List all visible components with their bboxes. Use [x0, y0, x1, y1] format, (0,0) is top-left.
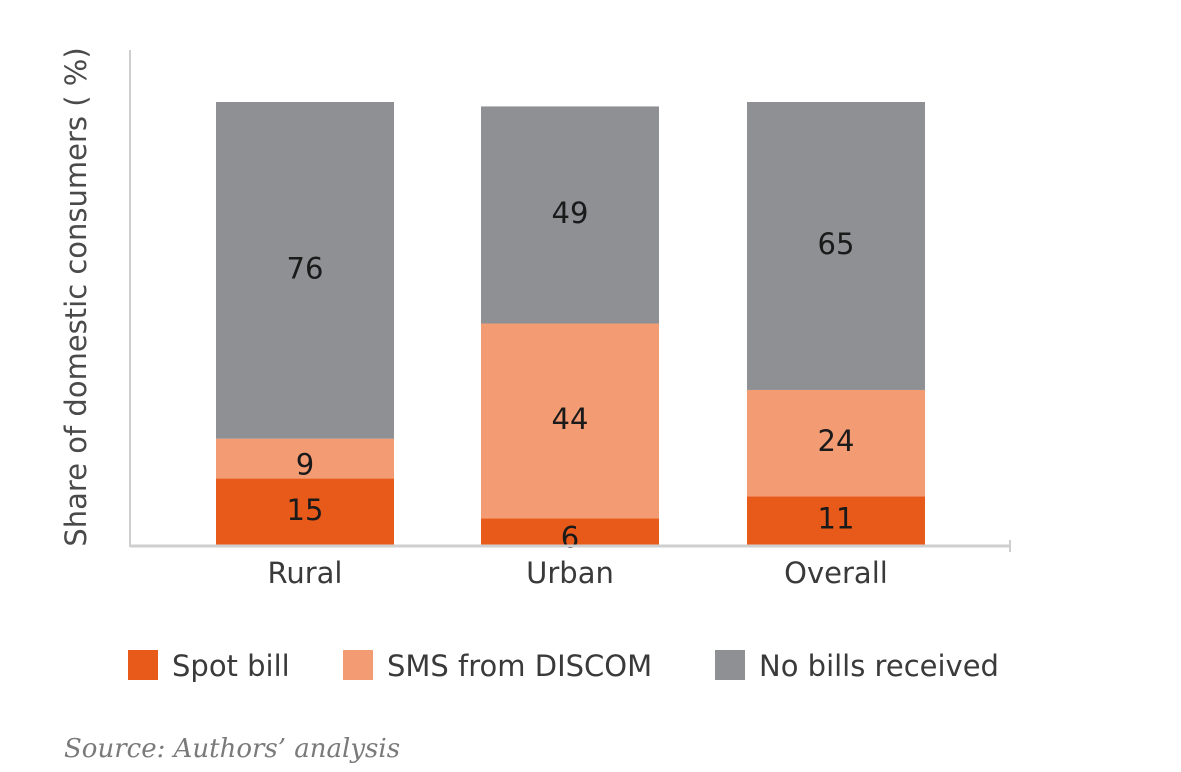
stacked-bar-chart: Share of domestic consumers ( %) 15 9 76 6 4…: [59, 47, 1011, 683]
y-axis-title: Share of domestic consumers ( %): [59, 47, 93, 546]
legend-label: SMS from DISCOM: [387, 649, 652, 683]
data-label: 9: [296, 448, 314, 482]
source-note: Source: Authors’ analysis: [64, 734, 401, 764]
bar-segment: [216, 438, 394, 479]
bar-segment: [481, 323, 659, 519]
bar-segment: [216, 102, 394, 439]
data-label: 11: [818, 502, 855, 536]
data-label: 44: [552, 402, 589, 436]
data-label: 15: [287, 493, 324, 527]
data-label: 65: [818, 227, 855, 261]
bar-segment: [747, 496, 925, 545]
data-label: 6: [561, 521, 579, 555]
x-tick-label: Rural: [268, 556, 343, 590]
bar-segment: [747, 389, 925, 497]
legend-swatch: [128, 650, 158, 680]
bars-group: 15 9 76 6 44 49 11 24 65: [216, 102, 925, 555]
legend-swatch: [343, 650, 373, 680]
x-tick-label: Overall: [784, 556, 888, 590]
bar-segment: [747, 102, 925, 390]
legend-swatch: [715, 650, 745, 680]
legend-label: Spot bill: [172, 649, 290, 683]
data-label: 76: [287, 251, 324, 285]
data-label: 49: [552, 196, 589, 230]
legend: Spot bill SMS from DISCOM No bills receive…: [128, 649, 999, 683]
bar-segment: [481, 106, 659, 324]
bar-segment: [216, 478, 394, 545]
data-label: 24: [818, 424, 855, 458]
x-axis-labels: Rural Urban Overall: [268, 556, 888, 590]
x-tick-label: Urban: [526, 556, 614, 590]
bar-segment: [481, 518, 659, 545]
legend-label: No bills received: [759, 649, 999, 683]
